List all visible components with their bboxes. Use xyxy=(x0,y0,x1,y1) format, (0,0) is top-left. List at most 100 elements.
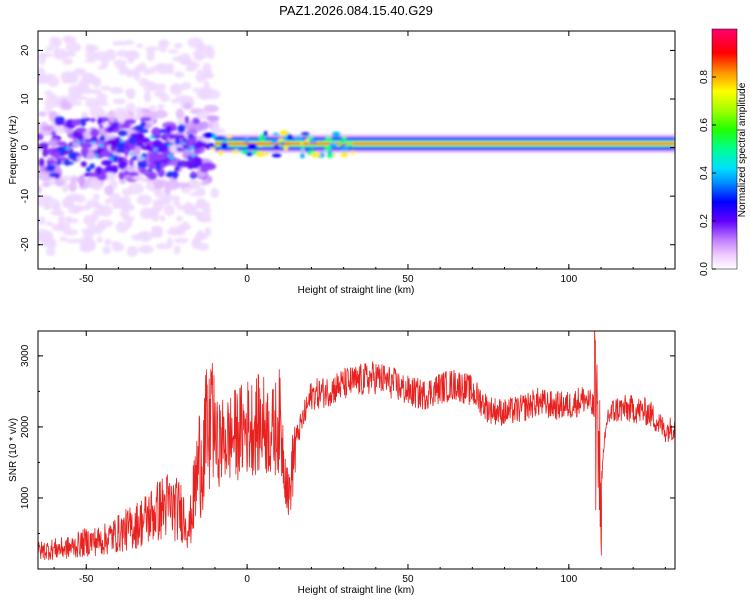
spectrogram-ridge-wobble xyxy=(231,149,239,154)
spectrogram-blob xyxy=(173,245,181,255)
spectrogram-blob xyxy=(180,81,192,90)
spectrogram-blob xyxy=(69,175,80,183)
spectrogram-panel: -50 0 50 100 -20 -10 0 10 20 Height of straight … xyxy=(8,30,676,296)
spectrogram-y-label: Frequency (Hz) xyxy=(8,116,19,185)
spectrogram-blob xyxy=(82,229,94,240)
spectrogram-hot-spot xyxy=(267,142,273,145)
spectrogram-core-blob xyxy=(187,155,193,160)
spectrogram-core-blob xyxy=(128,144,136,150)
spectrogram-core-blob xyxy=(137,124,145,129)
spectrogram-blob xyxy=(90,88,102,95)
spectrogram-core-blob xyxy=(53,151,61,158)
spectrogram-blob xyxy=(159,195,167,206)
spectrogram-core-blob xyxy=(174,136,180,146)
spectrogram-blob xyxy=(138,230,153,243)
spectrogram-core-blob xyxy=(80,161,87,167)
colorbar-tick-label: 0.8 xyxy=(699,70,710,84)
spectrogram-ridge-wobble xyxy=(350,150,356,155)
spectrogram-core-blob xyxy=(85,166,92,173)
spectrogram-core-blob xyxy=(118,160,127,170)
spectrogram-core-blob xyxy=(132,155,138,161)
spectrogram-blob xyxy=(67,72,79,84)
spectrogram-core-blob xyxy=(137,161,148,169)
spectrogram-core-blob xyxy=(80,147,89,157)
spectrogram-blob xyxy=(200,121,209,130)
spectrogram-cyan-spot xyxy=(167,154,172,158)
spectrogram-blob xyxy=(96,236,103,243)
spectrogram-blob xyxy=(175,108,185,120)
spectrogram-core-blob xyxy=(140,121,147,126)
spectrogram-core-blob xyxy=(191,143,203,149)
spectrogram-blob xyxy=(193,53,204,62)
spectrogram-ridge-wobble xyxy=(215,136,225,139)
spectrogram-blob xyxy=(97,219,114,228)
spectrogram-blob xyxy=(45,221,54,227)
spectrogram-blob xyxy=(163,204,175,217)
spectrogram-core-blob xyxy=(46,164,56,172)
spectrogram-blob xyxy=(155,64,165,71)
spectrogram-core-blob xyxy=(165,125,172,134)
spectrogram-core-blob xyxy=(78,136,84,146)
spectrogram-blob xyxy=(210,187,219,199)
spectrogram-blob xyxy=(81,87,94,95)
spectrogram-blob xyxy=(53,37,62,47)
spectrogram-blob xyxy=(159,214,166,222)
spectrogram-blob xyxy=(188,179,197,190)
spectrogram-x-tick-label: -50 xyxy=(79,274,94,285)
spectrogram-blob xyxy=(38,53,46,66)
spectrogram-blob xyxy=(61,51,77,57)
spectrogram-blob xyxy=(104,238,113,246)
spectrogram-core-blob xyxy=(98,124,104,129)
spectrogram-ridge-wobble xyxy=(300,152,305,159)
spectrogram-blob xyxy=(78,174,86,187)
spectrogram-blob xyxy=(69,100,83,106)
colorbar-tick-label: 0.0 xyxy=(699,262,710,276)
spectrogram-ridge-wobble xyxy=(226,135,233,139)
spectrogram-blob xyxy=(86,199,100,208)
spectrogram-ridge-wobble xyxy=(310,151,321,158)
snr-ticks: -50 0 50 100 1000 2000 3000 xyxy=(20,331,675,585)
spectrogram-core-blob xyxy=(191,171,196,177)
spectrogram-blob xyxy=(89,177,102,189)
spectrogram-core-blob xyxy=(83,117,91,122)
spectrogram-ridge-wobble xyxy=(263,130,268,137)
spectrogram-ridge-wobble xyxy=(341,145,348,152)
spectrogram-blob xyxy=(195,72,207,83)
spectrogram-ridge-wobble xyxy=(260,152,270,156)
spectrogram-core-blob xyxy=(83,172,92,177)
spectrogram-blob xyxy=(74,194,86,204)
spectrogram-ridge-wobble xyxy=(271,153,282,158)
spectrogram-blob xyxy=(127,52,135,64)
spectrogram-blob xyxy=(133,70,141,81)
spectrogram-x-label: Height of straight line (km) xyxy=(298,285,415,296)
spectrogram-ridge-wobble xyxy=(283,144,288,151)
spectrogram-blob xyxy=(73,204,85,213)
spectrogram-blob xyxy=(100,58,109,68)
spectrogram-cyan-spot xyxy=(190,145,195,149)
spectrogram-blob xyxy=(153,83,167,91)
spectrogram-blob xyxy=(200,91,208,99)
spectrogram-core-blob xyxy=(117,130,128,137)
spectrogram-blob xyxy=(56,222,71,232)
spectrogram-ridge-wobble xyxy=(300,132,310,136)
spectrogram-blob xyxy=(72,68,87,75)
spectrogram-blob xyxy=(131,233,141,241)
snr-y-label: SNR (10 * v/v) xyxy=(8,418,19,482)
spectrogram-y-tick-label: -10 xyxy=(20,188,31,203)
spectrogram-blob xyxy=(100,85,111,91)
spectrogram-blob xyxy=(63,101,73,110)
spectrogram-blob xyxy=(42,230,53,240)
spectrogram-blob xyxy=(181,221,189,232)
spectrogram-blob xyxy=(183,102,192,110)
spectrogram-core-blob xyxy=(99,135,106,142)
spectrogram-blob xyxy=(192,87,200,93)
spectrogram-blob xyxy=(61,200,75,209)
spectrogram-blob xyxy=(159,94,170,103)
spectrogram-blob xyxy=(66,238,82,244)
spectrogram-blob xyxy=(136,43,144,48)
spectrogram-blob xyxy=(135,106,143,119)
figure-title: PAZ1.2026.084.15.40.G29 xyxy=(279,3,433,18)
spectrogram-core-blob xyxy=(97,116,102,125)
spectrogram-hot-spot xyxy=(303,142,309,145)
spectrogram-blob xyxy=(118,179,127,185)
